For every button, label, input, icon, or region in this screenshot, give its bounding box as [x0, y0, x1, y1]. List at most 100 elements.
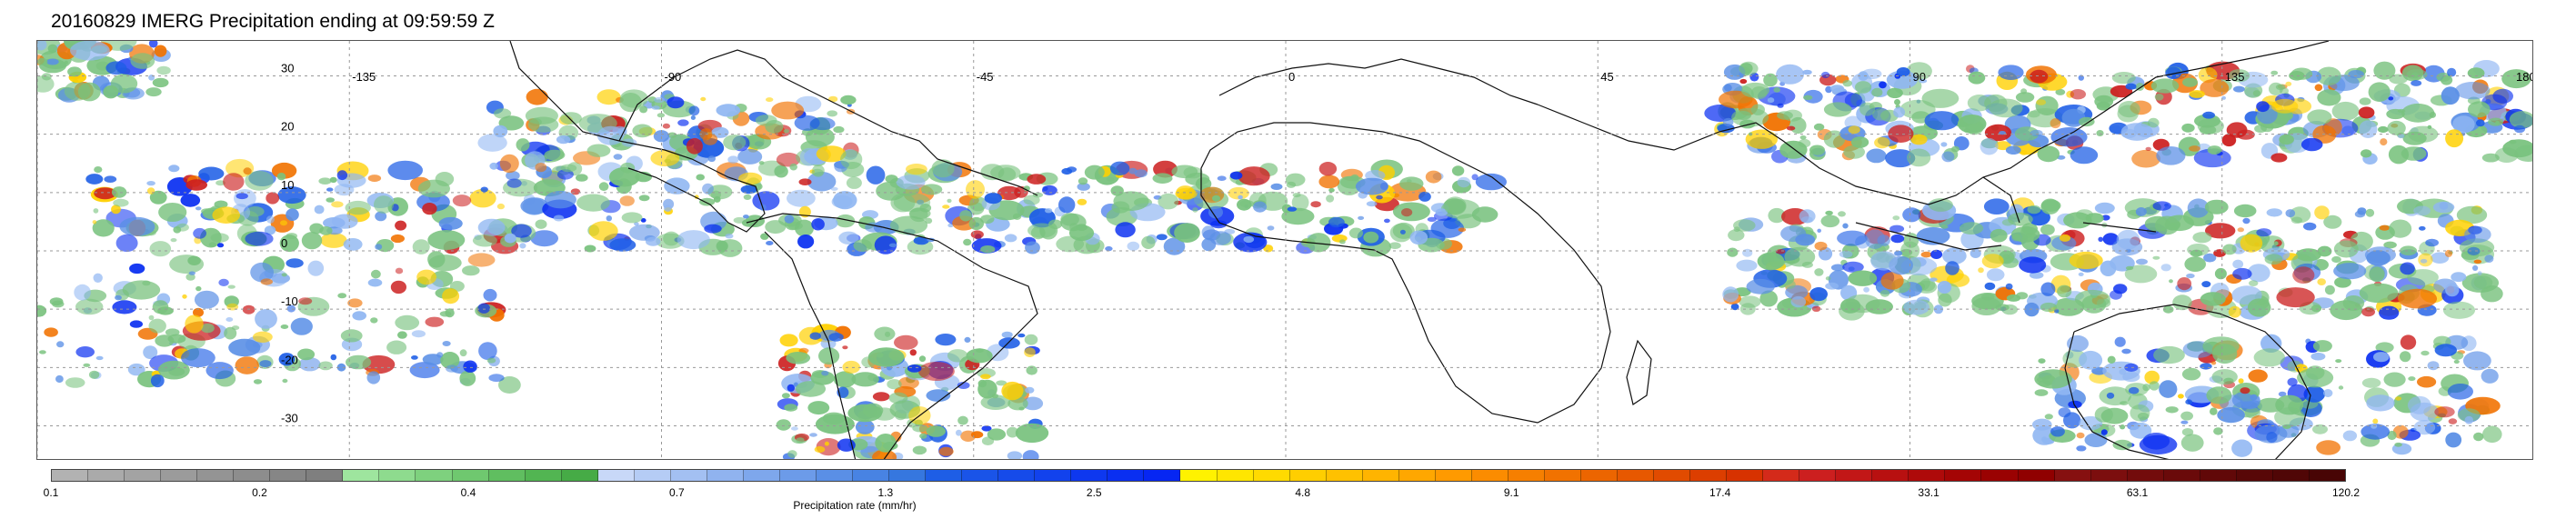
precip-cell [2144, 215, 2170, 232]
precip-cell [157, 306, 174, 315]
precip-cell [1285, 173, 1306, 186]
precip-cell [1399, 229, 1406, 235]
precip-cell [1960, 222, 1984, 235]
precip-cell [152, 77, 169, 88]
precip-cell [110, 74, 138, 94]
precip-cell [67, 66, 82, 77]
precip-cell [1017, 333, 1026, 338]
precip-cell [2454, 82, 2491, 100]
precip-cell [154, 45, 167, 57]
precip-cell [511, 224, 532, 238]
precip-cell [2264, 254, 2283, 265]
precip-cell [2002, 254, 2010, 259]
precip-cell [250, 262, 274, 283]
precip-cell [112, 300, 137, 314]
precip-cell [2238, 378, 2244, 384]
precip-cell [906, 164, 927, 175]
precip-cell [148, 75, 155, 81]
precip-cell [893, 193, 931, 213]
precip-cell [544, 191, 576, 209]
precip-cell [838, 231, 859, 245]
precip-cell [297, 348, 316, 361]
precip-cell [2484, 255, 2494, 263]
precip-cell [180, 194, 201, 207]
precip-cell [336, 170, 348, 181]
colorbar-segment [1981, 470, 2019, 481]
precip-cell [427, 251, 446, 268]
precip-cell [1318, 162, 1338, 176]
precip-cell [1903, 233, 1919, 248]
precip-cell [846, 176, 862, 189]
precip-cell [1842, 80, 1852, 87]
precip-cell [2434, 406, 2455, 418]
precip-cell [809, 433, 817, 437]
precip-cell [1971, 296, 2001, 315]
precip-cell [853, 239, 872, 252]
precip-cell [935, 334, 957, 346]
precip-cell [1894, 250, 1903, 256]
precip-cell [2233, 85, 2245, 93]
colorbar-tick-label: 0.4 [460, 486, 476, 499]
precip-cell [218, 278, 229, 286]
lon-label: -90 [665, 70, 682, 84]
precip-cell [2160, 264, 2171, 272]
precip-cell [2120, 123, 2153, 141]
precip-cell [1968, 71, 1986, 85]
precip-cell [2020, 150, 2028, 156]
precip-cell [530, 230, 558, 247]
precip-cell [375, 244, 383, 250]
precip-cell [2395, 396, 2402, 401]
precip-cell [1957, 115, 1987, 134]
precip-cell [2237, 227, 2244, 233]
precip-cell [2501, 69, 2531, 89]
precip-cell [2312, 424, 2328, 434]
precip-cell [1263, 245, 1274, 253]
precip-cell [798, 178, 812, 185]
precip-cell [94, 187, 116, 200]
precip-cell [1825, 276, 1831, 281]
precip-cell [2314, 205, 2330, 220]
lat-label: 30 [281, 62, 294, 75]
precip-cell [836, 214, 856, 228]
precip-cell [784, 404, 798, 412]
precip-cell [1042, 185, 1057, 195]
precip-cell [651, 105, 660, 110]
precip-cell [1001, 331, 1013, 338]
precip-cell [2378, 125, 2389, 134]
precip-cell [2076, 432, 2085, 439]
lat-label: 0 [281, 236, 287, 250]
precip-cell [766, 241, 774, 245]
precip-cell [2312, 340, 2332, 353]
precip-cell [266, 215, 275, 224]
precip-cell [2098, 236, 2103, 242]
precip-cell [2240, 234, 2263, 253]
lon-label: -135 [352, 70, 376, 84]
precip-cell [2121, 348, 2131, 354]
precip-cell [807, 401, 830, 415]
precip-cell [427, 230, 466, 250]
colorbar-tick-label: 0.7 [669, 486, 685, 499]
precip-cell [319, 226, 333, 235]
precip-cell [2213, 427, 2223, 435]
precip-cell [840, 149, 863, 170]
colorbar-segment [1690, 470, 1728, 481]
colorbar-segment [379, 470, 416, 481]
precip-cell [1728, 229, 1745, 242]
precip-cell [245, 170, 274, 191]
precip-cell [37, 57, 48, 65]
precip-cell [2076, 445, 2087, 452]
precip-cell [1106, 207, 1138, 226]
precip-cell [195, 206, 202, 211]
precip-cell [2014, 126, 2040, 141]
colorbar-segment [853, 470, 890, 481]
precip-cell [2120, 401, 2129, 405]
precip-cell [1109, 161, 1130, 175]
precip-cell [1981, 254, 2004, 269]
colorbar-segment [1909, 470, 1946, 481]
precip-cell [367, 278, 383, 287]
precip-cell [887, 379, 902, 390]
precip-cell [2400, 334, 2417, 350]
precip-cell [1989, 98, 2023, 118]
precip-cell [634, 222, 639, 226]
precip-cell [1281, 207, 1315, 225]
